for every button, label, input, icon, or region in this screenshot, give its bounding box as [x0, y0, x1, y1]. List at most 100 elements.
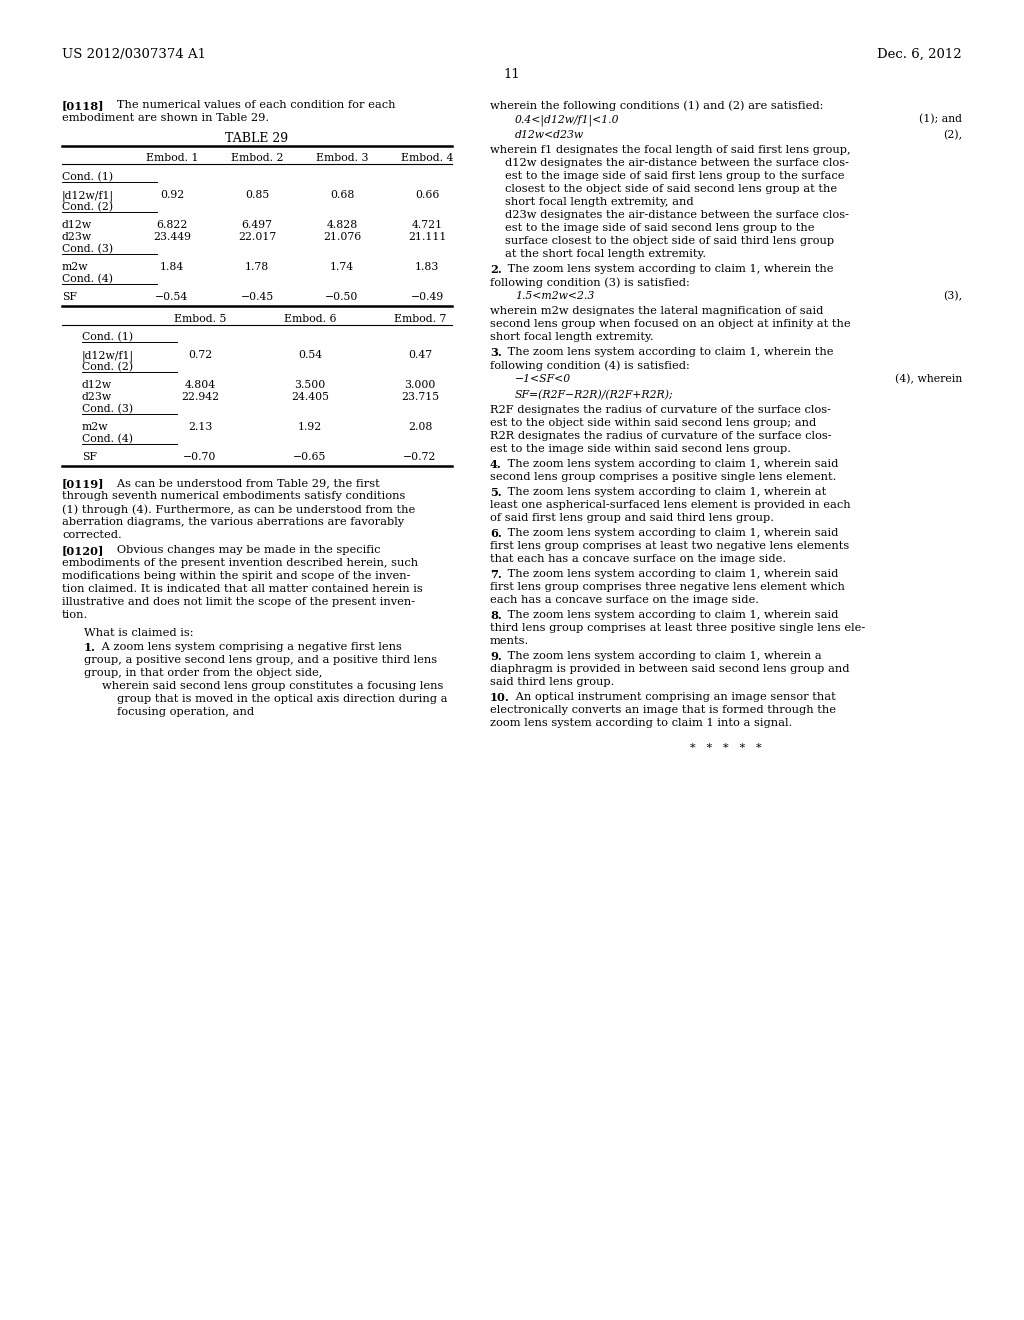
Text: least one aspherical-surfaced lens element is provided in each: least one aspherical-surfaced lens eleme…	[490, 500, 851, 510]
Text: 6.497: 6.497	[242, 220, 272, 230]
Text: 23.715: 23.715	[401, 392, 439, 403]
Text: aberration diagrams, the various aberrations are favorably: aberration diagrams, the various aberrat…	[62, 517, 404, 527]
Text: 4.721: 4.721	[412, 220, 442, 230]
Text: As can be understood from Table 29, the first: As can be understood from Table 29, the …	[106, 478, 380, 488]
Text: −0.49: −0.49	[411, 292, 443, 302]
Text: each has a concave surface on the image side.: each has a concave surface on the image …	[490, 595, 759, 605]
Text: SF=(R2F−R2R)/(R2F+R2R);: SF=(R2F−R2R)/(R2F+R2R);	[515, 389, 674, 400]
Text: est to the image side of said first lens group to the surface: est to the image side of said first lens…	[505, 172, 845, 181]
Text: 0.92: 0.92	[160, 190, 184, 201]
Text: Cond. (3): Cond. (3)	[62, 244, 113, 255]
Text: The zoom lens system according to claim 1, wherein the: The zoom lens system according to claim …	[504, 264, 834, 275]
Text: group, a positive second lens group, and a positive third lens: group, a positive second lens group, and…	[84, 655, 437, 665]
Text: first lens group comprises at least two negative lens elements: first lens group comprises at least two …	[490, 541, 849, 550]
Text: embodiment are shown in Table 29.: embodiment are shown in Table 29.	[62, 114, 269, 123]
Text: third lens group comprises at least three positive single lens ele-: third lens group comprises at least thre…	[490, 623, 865, 634]
Text: 2.: 2.	[490, 264, 502, 275]
Text: Cond. (2): Cond. (2)	[62, 202, 113, 213]
Text: (1); and: (1); and	[919, 114, 962, 124]
Text: m2w: m2w	[62, 261, 88, 272]
Text: closest to the object side of said second lens group at the: closest to the object side of said secon…	[505, 183, 838, 194]
Text: 24.405: 24.405	[291, 392, 329, 403]
Text: [0119]: [0119]	[62, 478, 104, 488]
Text: The zoom lens system according to claim 1, wherein the: The zoom lens system according to claim …	[504, 347, 834, 356]
Text: 1.5<m2w<2.3: 1.5<m2w<2.3	[515, 290, 594, 301]
Text: focusing operation, and: focusing operation, and	[117, 708, 254, 717]
Text: electronically converts an image that is formed through the: electronically converts an image that is…	[490, 705, 836, 715]
Text: 21.111: 21.111	[408, 232, 446, 242]
Text: 4.: 4.	[490, 459, 502, 470]
Text: tion.: tion.	[62, 610, 88, 620]
Text: 9.: 9.	[490, 651, 502, 663]
Text: SF: SF	[62, 292, 77, 302]
Text: wherein f1 designates the focal length of said first lens group,: wherein f1 designates the focal length o…	[490, 145, 851, 154]
Text: 8.: 8.	[490, 610, 502, 620]
Text: The zoom lens system according to claim 1, wherein said: The zoom lens system according to claim …	[504, 459, 839, 469]
Text: d12w: d12w	[82, 380, 112, 389]
Text: 0.4<|d12w/f1|<1.0: 0.4<|d12w/f1|<1.0	[515, 114, 620, 125]
Text: Cond. (1): Cond. (1)	[62, 172, 113, 182]
Text: US 2012/0307374 A1: US 2012/0307374 A1	[62, 48, 206, 61]
Text: d12w designates the air-distance between the surface clos-: d12w designates the air-distance between…	[505, 158, 849, 168]
Text: The zoom lens system according to claim 1, wherein a: The zoom lens system according to claim …	[504, 651, 821, 661]
Text: [0120]: [0120]	[62, 545, 104, 556]
Text: 11: 11	[504, 69, 520, 81]
Text: The zoom lens system according to claim 1, wherein said: The zoom lens system according to claim …	[504, 610, 839, 620]
Text: group that is moved in the optical axis direction during a: group that is moved in the optical axis …	[117, 694, 447, 704]
Text: (3),: (3),	[943, 290, 962, 301]
Text: −0.65: −0.65	[293, 451, 327, 462]
Text: The zoom lens system according to claim 1, wherein said: The zoom lens system according to claim …	[504, 569, 839, 579]
Text: group, in that order from the object side,: group, in that order from the object sid…	[84, 668, 323, 678]
Text: that each has a concave surface on the image side.: that each has a concave surface on the i…	[490, 554, 786, 564]
Text: 1.78: 1.78	[245, 261, 269, 272]
Text: said third lens group.: said third lens group.	[490, 677, 614, 686]
Text: −0.70: −0.70	[183, 451, 217, 462]
Text: The zoom lens system according to claim 1, wherein said: The zoom lens system according to claim …	[504, 528, 839, 539]
Text: d23w: d23w	[62, 232, 92, 242]
Text: through seventh numerical embodiments satisfy conditions: through seventh numerical embodiments sa…	[62, 491, 406, 502]
Text: 0.72: 0.72	[187, 350, 212, 360]
Text: *   *   *   *   *: * * * * *	[690, 743, 762, 752]
Text: 1.84: 1.84	[160, 261, 184, 272]
Text: ments.: ments.	[490, 636, 529, 645]
Text: TABLE 29: TABLE 29	[225, 132, 289, 145]
Text: wherein said second lens group constitutes a focusing lens: wherein said second lens group constitut…	[102, 681, 443, 690]
Text: 0.66: 0.66	[415, 190, 439, 201]
Text: The zoom lens system according to claim 1, wherein at: The zoom lens system according to claim …	[504, 487, 826, 498]
Text: Embod. 2: Embod. 2	[230, 153, 284, 162]
Text: 3.500: 3.500	[294, 380, 326, 389]
Text: d23w: d23w	[82, 392, 112, 403]
Text: 22.017: 22.017	[238, 232, 276, 242]
Text: tion claimed. It is indicated that all matter contained herein is: tion claimed. It is indicated that all m…	[62, 583, 423, 594]
Text: 2.08: 2.08	[408, 422, 432, 432]
Text: d12w<d23w: d12w<d23w	[515, 129, 584, 140]
Text: following condition (4) is satisfied:: following condition (4) is satisfied:	[490, 360, 690, 371]
Text: 1.: 1.	[84, 642, 96, 653]
Text: wherein the following conditions (1) and (2) are satisfied:: wherein the following conditions (1) and…	[490, 100, 823, 111]
Text: second lens group comprises a positive single lens element.: second lens group comprises a positive s…	[490, 473, 837, 482]
Text: Cond. (2): Cond. (2)	[82, 362, 133, 372]
Text: Embod. 5: Embod. 5	[174, 314, 226, 323]
Text: est to the object side within said second lens group; and: est to the object side within said secon…	[490, 418, 816, 428]
Text: embodiments of the present invention described herein, such: embodiments of the present invention des…	[62, 558, 418, 568]
Text: R2F designates the radius of curvature of the surface clos-: R2F designates the radius of curvature o…	[490, 405, 831, 414]
Text: 6.822: 6.822	[157, 220, 187, 230]
Text: 4.804: 4.804	[184, 380, 216, 389]
Text: est to the image side of said second lens group to the: est to the image side of said second len…	[505, 223, 814, 234]
Text: Dec. 6, 2012: Dec. 6, 2012	[878, 48, 962, 61]
Text: m2w: m2w	[82, 422, 109, 432]
Text: zoom lens system according to claim 1 into a signal.: zoom lens system according to claim 1 in…	[490, 718, 793, 729]
Text: |d12w/f1|: |d12w/f1|	[62, 190, 114, 202]
Text: Embod. 7: Embod. 7	[394, 314, 446, 323]
Text: Cond. (3): Cond. (3)	[82, 404, 133, 414]
Text: R2R designates the radius of curvature of the surface clos-: R2R designates the radius of curvature o…	[490, 432, 831, 441]
Text: illustrative and does not limit the scope of the present inven-: illustrative and does not limit the scop…	[62, 597, 415, 607]
Text: The numerical values of each condition for each: The numerical values of each condition f…	[106, 100, 395, 110]
Text: −0.72: −0.72	[403, 451, 436, 462]
Text: 3.000: 3.000	[404, 380, 435, 389]
Text: d23w designates the air-distance between the surface clos-: d23w designates the air-distance between…	[505, 210, 849, 220]
Text: (4), wherein: (4), wherein	[895, 374, 962, 384]
Text: Cond. (1): Cond. (1)	[82, 333, 133, 342]
Text: 10.: 10.	[490, 692, 510, 704]
Text: A zoom lens system comprising a negative first lens: A zoom lens system comprising a negative…	[98, 642, 401, 652]
